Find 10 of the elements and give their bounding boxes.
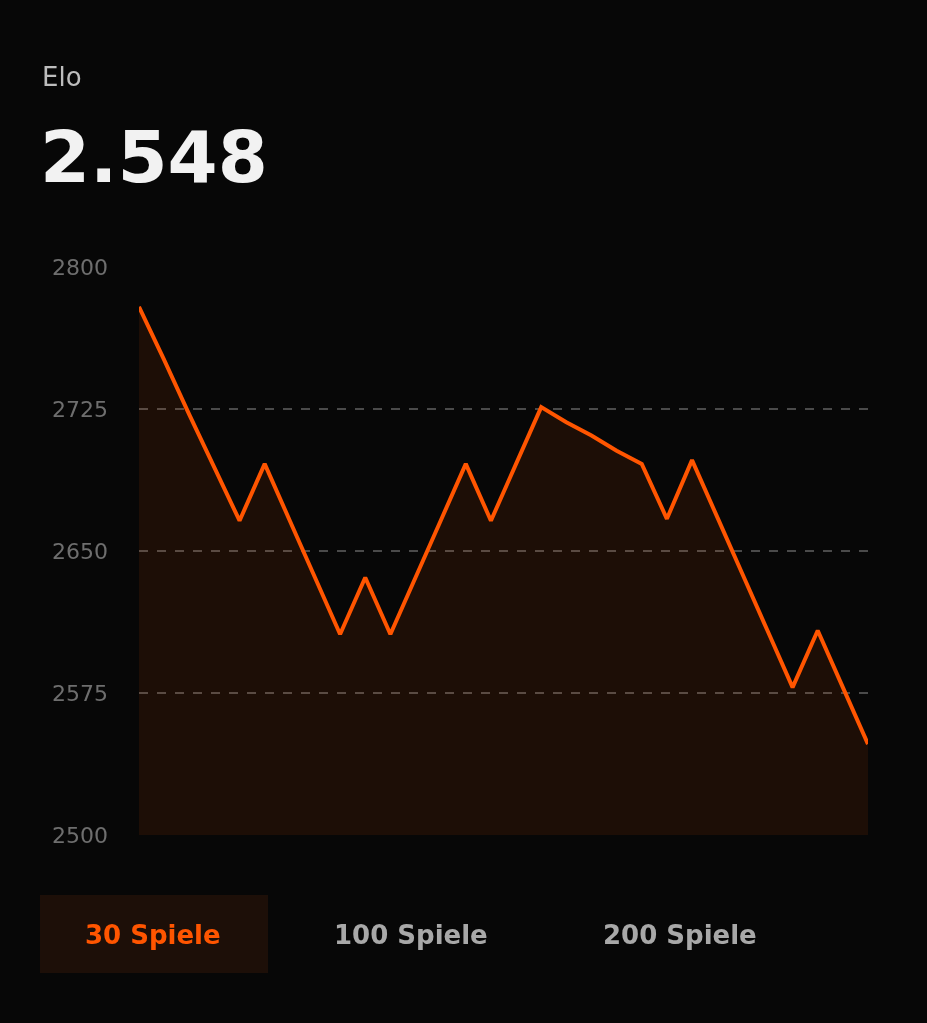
y-tick-label: 2575: [52, 680, 108, 706]
text: 100 Spiele: [334, 920, 488, 950]
y-tick-label: 2650: [52, 538, 108, 564]
y-tick-label: 2725: [52, 396, 108, 422]
chart-title: Elo: [42, 62, 82, 92]
y-tick-label: 2800: [52, 254, 108, 280]
text: 200 Spiele: [603, 920, 757, 950]
text: 30 Spiele: [85, 920, 221, 950]
y-tick-label: 2500: [52, 822, 108, 848]
chart-subtitle: 2.548: [40, 115, 268, 199]
